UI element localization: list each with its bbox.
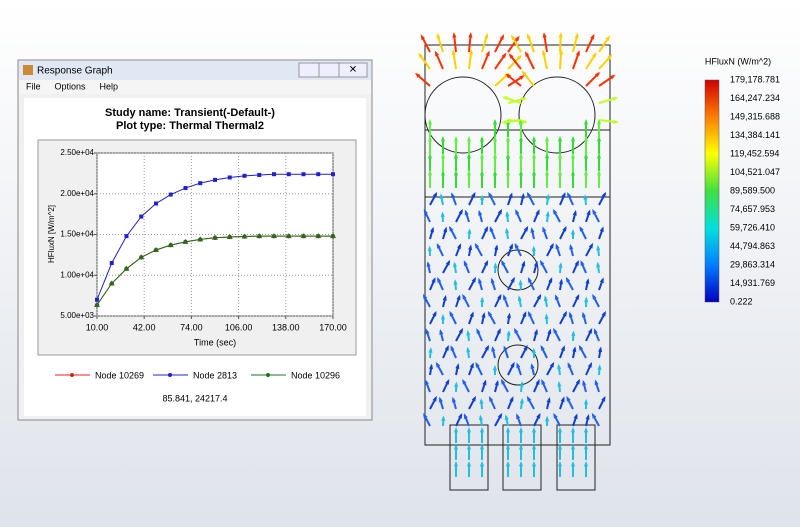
- colorbar-label: 104,521.047: [730, 167, 780, 177]
- marker: [213, 178, 217, 182]
- status-text: 85.841, 24217.4: [162, 393, 227, 403]
- colorbar-label: 134,384.141: [730, 130, 780, 140]
- colorbar-title: HFluxN (W/m^2): [705, 56, 771, 66]
- marker: [198, 181, 202, 185]
- marker: [139, 255, 143, 259]
- menu-item[interactable]: Help: [100, 81, 119, 91]
- x-axis-label: Time (sec): [194, 337, 236, 347]
- colorbar-label: 59,726.410: [730, 222, 775, 232]
- legend-label: Node 2813: [193, 370, 237, 380]
- marker: [301, 234, 305, 238]
- colorbar-label: 44,794.863: [730, 241, 775, 251]
- marker: [154, 202, 158, 206]
- y-tick-label: 2.50e+04: [60, 148, 94, 157]
- marker: [243, 174, 247, 178]
- marker: [124, 267, 128, 271]
- colorbar-label: 149,315.688: [730, 111, 780, 121]
- marker: [302, 172, 306, 176]
- app-icon: [23, 65, 33, 75]
- menu-item[interactable]: Options: [55, 81, 87, 91]
- chart-subtitle: Plot type: Thermal Thermal2: [116, 120, 264, 132]
- colorbar-label: 14,931.769: [730, 278, 775, 288]
- menu-item[interactable]: File: [26, 81, 41, 91]
- marker: [154, 248, 158, 252]
- x-tick-label: 106.00: [225, 322, 253, 332]
- legend-marker: [168, 373, 172, 377]
- legend-label: Node 10296: [291, 370, 340, 380]
- close-glyph: ✕: [349, 65, 357, 76]
- marker: [110, 261, 114, 265]
- y-tick-label: 2.00e+04: [60, 189, 94, 198]
- legend-marker: [70, 373, 74, 377]
- x-tick-label: 138.00: [272, 322, 300, 332]
- colorbar-label: 164,247.234: [730, 93, 780, 103]
- marker: [95, 303, 99, 307]
- window-title: Response Graph: [37, 66, 113, 77]
- colorbar-label: 179,178.781: [730, 74, 780, 84]
- marker: [95, 298, 99, 302]
- colorbar: [705, 80, 719, 302]
- marker: [183, 240, 187, 244]
- colorbar-label: 29,863.314: [730, 259, 775, 269]
- legend-label: Node 10269: [95, 370, 144, 380]
- marker: [184, 186, 188, 190]
- marker: [213, 236, 217, 240]
- marker: [272, 172, 276, 176]
- marker: [242, 234, 246, 238]
- marker: [316, 234, 320, 238]
- marker: [198, 237, 202, 241]
- minimize-button[interactable]: [299, 63, 319, 77]
- legend-marker: [266, 373, 270, 377]
- marker: [110, 281, 114, 285]
- marker: [331, 234, 335, 238]
- marker: [257, 234, 261, 238]
- colorbar-label: 0.222: [730, 296, 753, 306]
- marker: [257, 173, 261, 177]
- chart-title: Study name: Transient(-Default-): [105, 107, 275, 119]
- marker: [228, 235, 232, 239]
- window: Response Graph ✕ Study name: Transient(-…: [18, 60, 372, 420]
- y-tick-label: 1.00e+04: [60, 270, 94, 279]
- x-tick-label: 74.00: [180, 322, 203, 332]
- marker: [316, 172, 320, 176]
- x-tick-label: 42.00: [133, 322, 156, 332]
- colorbar-label: 119,452.594: [730, 148, 779, 158]
- marker: [287, 172, 291, 176]
- marker: [125, 234, 129, 238]
- marker: [228, 175, 232, 179]
- marker: [169, 243, 173, 247]
- colorbar-label: 74,657.953: [730, 204, 775, 214]
- colorbar-label: 89,589.500: [730, 185, 775, 195]
- x-tick-label: 10.00: [86, 322, 109, 332]
- y-tick-label: 5.00e+03: [60, 311, 94, 320]
- marker: [272, 234, 276, 238]
- marker: [169, 193, 173, 197]
- maximize-button[interactable]: [319, 63, 339, 77]
- marker: [139, 215, 143, 219]
- y-tick-label: 1.50e+04: [60, 230, 94, 239]
- y-axis-label: HFluxN [W/m^2]: [47, 205, 56, 263]
- marker: [331, 172, 335, 176]
- x-tick-label: 170.00: [319, 322, 347, 332]
- marker: [287, 234, 291, 238]
